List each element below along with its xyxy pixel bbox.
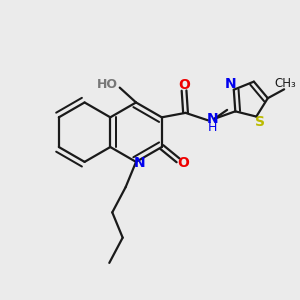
Text: N: N <box>206 112 218 126</box>
Text: CH₃: CH₃ <box>275 77 296 90</box>
Text: HO: HO <box>97 77 118 91</box>
Text: O: O <box>177 156 189 170</box>
Text: O: O <box>178 78 190 92</box>
Text: N: N <box>134 156 146 170</box>
Text: N: N <box>224 77 236 92</box>
Text: H: H <box>208 121 217 134</box>
Text: S: S <box>255 115 265 129</box>
